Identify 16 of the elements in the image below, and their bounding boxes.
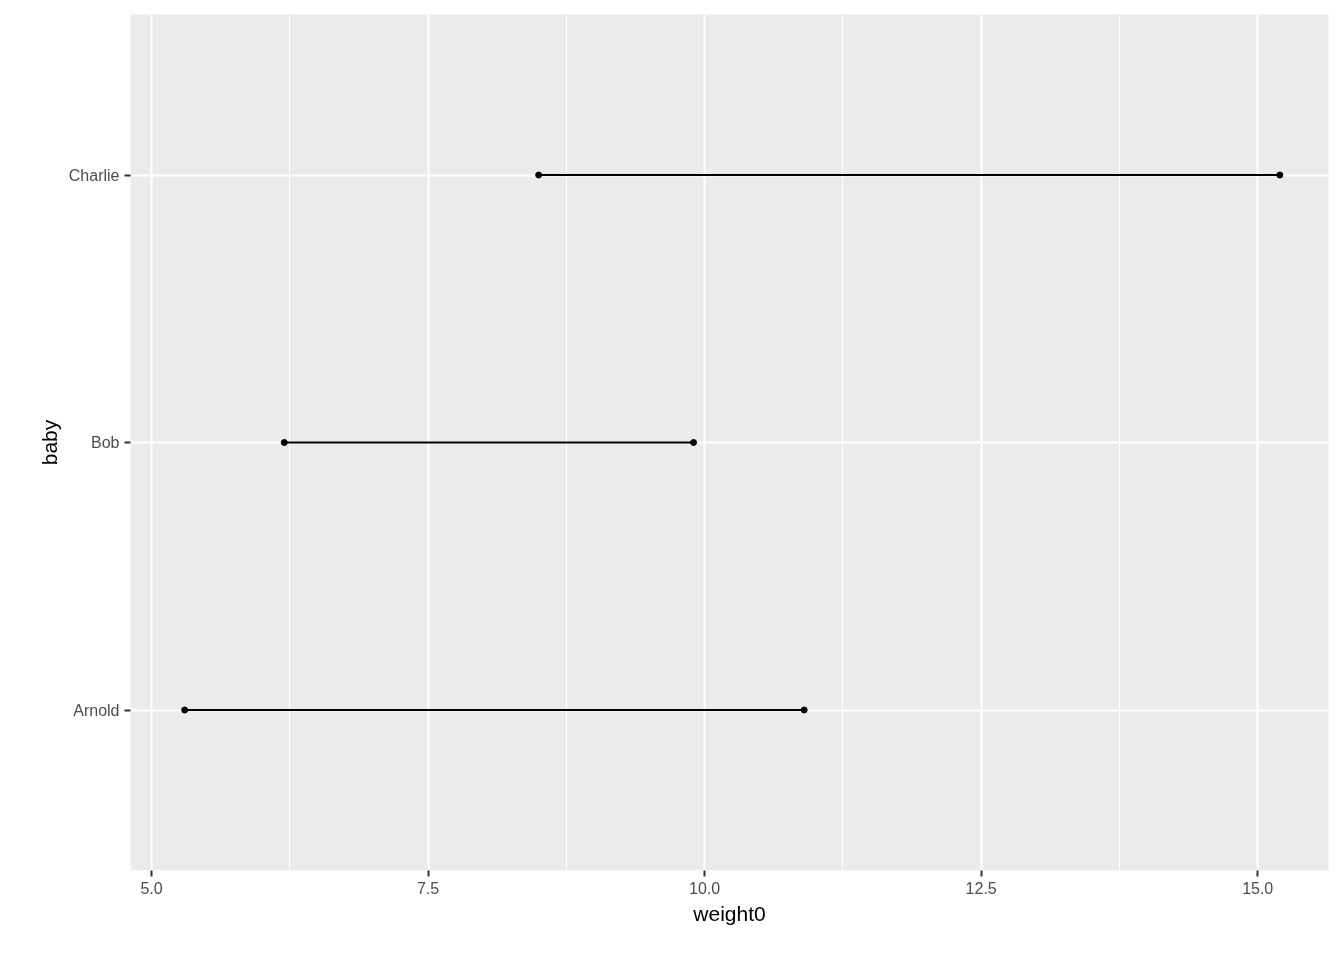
point	[280, 439, 288, 446]
x-tick-label: 15.0	[1242, 879, 1274, 897]
point	[535, 171, 543, 179]
y-tick-label: Charlie	[68, 166, 120, 184]
x-tick-label: 10.0	[689, 879, 721, 897]
point	[690, 439, 698, 446]
point	[181, 706, 189, 714]
x-axis-title: weight0	[692, 901, 766, 925]
y-axis-title: baby	[37, 419, 61, 466]
point	[1276, 171, 1284, 179]
x-tick-label: 7.5	[416, 879, 440, 897]
x-tick-label: 12.5	[965, 879, 997, 897]
y-tick-label: Arnold	[73, 701, 120, 719]
x-tick-label: 5.0	[140, 879, 163, 897]
y-tick-label: Bob	[91, 434, 120, 451]
point	[800, 706, 808, 714]
